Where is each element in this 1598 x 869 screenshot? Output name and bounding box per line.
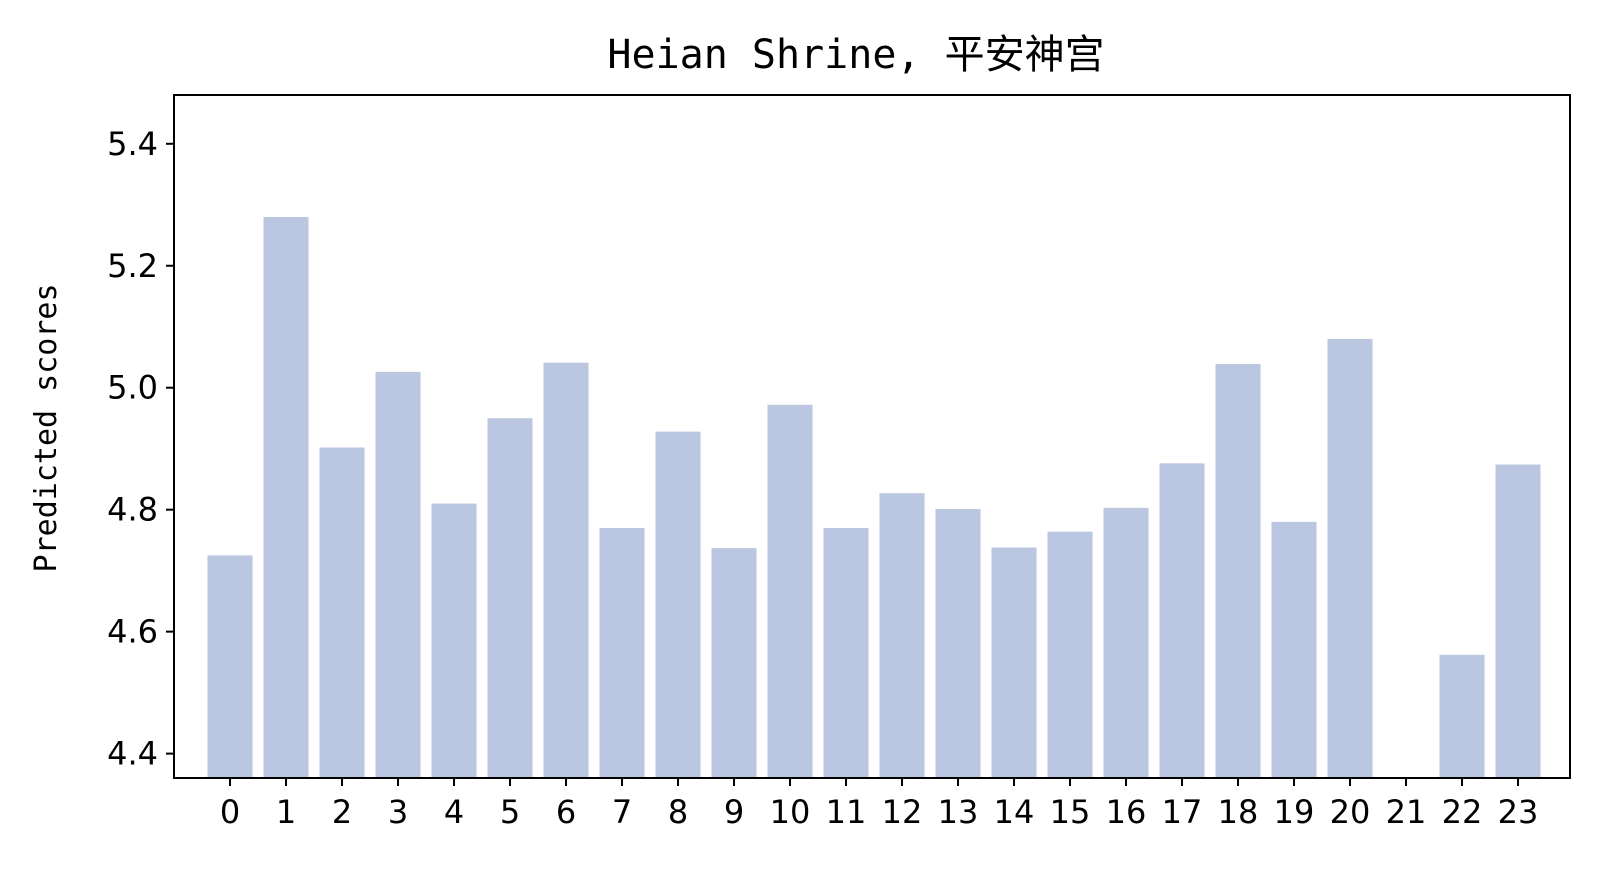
- x-tick-label-1: 1: [276, 793, 296, 831]
- bar-4: [431, 503, 477, 778]
- bar-12: [879, 493, 925, 778]
- x-tick-label-8: 8: [668, 793, 688, 831]
- bar-7: [599, 527, 645, 778]
- x-tick-label-23: 23: [1498, 793, 1539, 831]
- bar-11: [823, 527, 869, 778]
- x-tick-label-17: 17: [1162, 793, 1203, 831]
- bar-17: [1159, 463, 1205, 778]
- y-tick-label-4.8: 4.8: [107, 491, 158, 529]
- x-axis-ticks: 0 1 2 3 4 5 6 7 8 9 10 11 12 13 14 15 16 17 18 19 20 21 22 23: [220, 778, 1539, 831]
- bar-19: [1271, 521, 1317, 779]
- bar-22: [1439, 654, 1485, 778]
- bar-10: [767, 404, 813, 778]
- x-tick-label-9: 9: [724, 793, 744, 831]
- y-tick-label-4.4: 4.4: [107, 735, 158, 773]
- y-tick-label-5.2: 5.2: [107, 247, 158, 285]
- x-tick-label-11: 11: [826, 793, 867, 831]
- x-tick-label-16: 16: [1106, 793, 1147, 831]
- x-tick-label-15: 15: [1050, 793, 1091, 831]
- bar-8: [655, 431, 701, 778]
- x-tick-label-14: 14: [994, 793, 1035, 831]
- bar-5: [487, 418, 533, 778]
- bar-16: [1103, 507, 1149, 778]
- bar-0: [207, 555, 253, 778]
- y-tick-label-5.0: 5.0: [107, 369, 158, 407]
- x-tick-label-21: 21: [1386, 793, 1427, 831]
- bar-1: [263, 216, 309, 778]
- bar-3: [375, 371, 421, 778]
- x-tick-label-2: 2: [332, 793, 352, 831]
- x-tick-label-13: 13: [938, 793, 979, 831]
- y-tick-label-5.4: 5.4: [107, 125, 158, 163]
- bar-6: [543, 362, 589, 778]
- x-tick-label-20: 20: [1330, 793, 1371, 831]
- x-tick-label-19: 19: [1274, 793, 1315, 831]
- bar-13: [935, 509, 981, 778]
- bar-15: [1047, 531, 1093, 778]
- x-tick-label-18: 18: [1218, 793, 1259, 831]
- bar-2: [319, 447, 365, 778]
- chart-title: Heian Shrine, 平安神宫: [607, 32, 1104, 78]
- bar-18: [1215, 363, 1261, 778]
- bar-23: [1495, 464, 1541, 778]
- x-tick-label-12: 12: [882, 793, 923, 831]
- bar-9: [711, 548, 757, 778]
- bar-14: [991, 547, 1037, 778]
- y-tick-label-4.6: 4.6: [107, 613, 158, 651]
- x-tick-label-7: 7: [612, 793, 632, 831]
- x-tick-label-6: 6: [556, 793, 576, 831]
- x-tick-label-5: 5: [500, 793, 520, 831]
- x-tick-label-22: 22: [1442, 793, 1483, 831]
- x-tick-label-3: 3: [388, 793, 408, 831]
- x-tick-label-10: 10: [770, 793, 811, 831]
- x-tick-label-4: 4: [444, 793, 464, 831]
- bars-group: [207, 216, 1541, 779]
- x-tick-label-0: 0: [220, 793, 240, 831]
- y-axis-ticks: 4.4 4.6 4.8 5.0 5.2 5.4: [107, 125, 174, 773]
- plot-frame: [173, 94, 1571, 779]
- y-axis-label: Predicted scores: [29, 284, 64, 573]
- bar-20: [1327, 338, 1373, 778]
